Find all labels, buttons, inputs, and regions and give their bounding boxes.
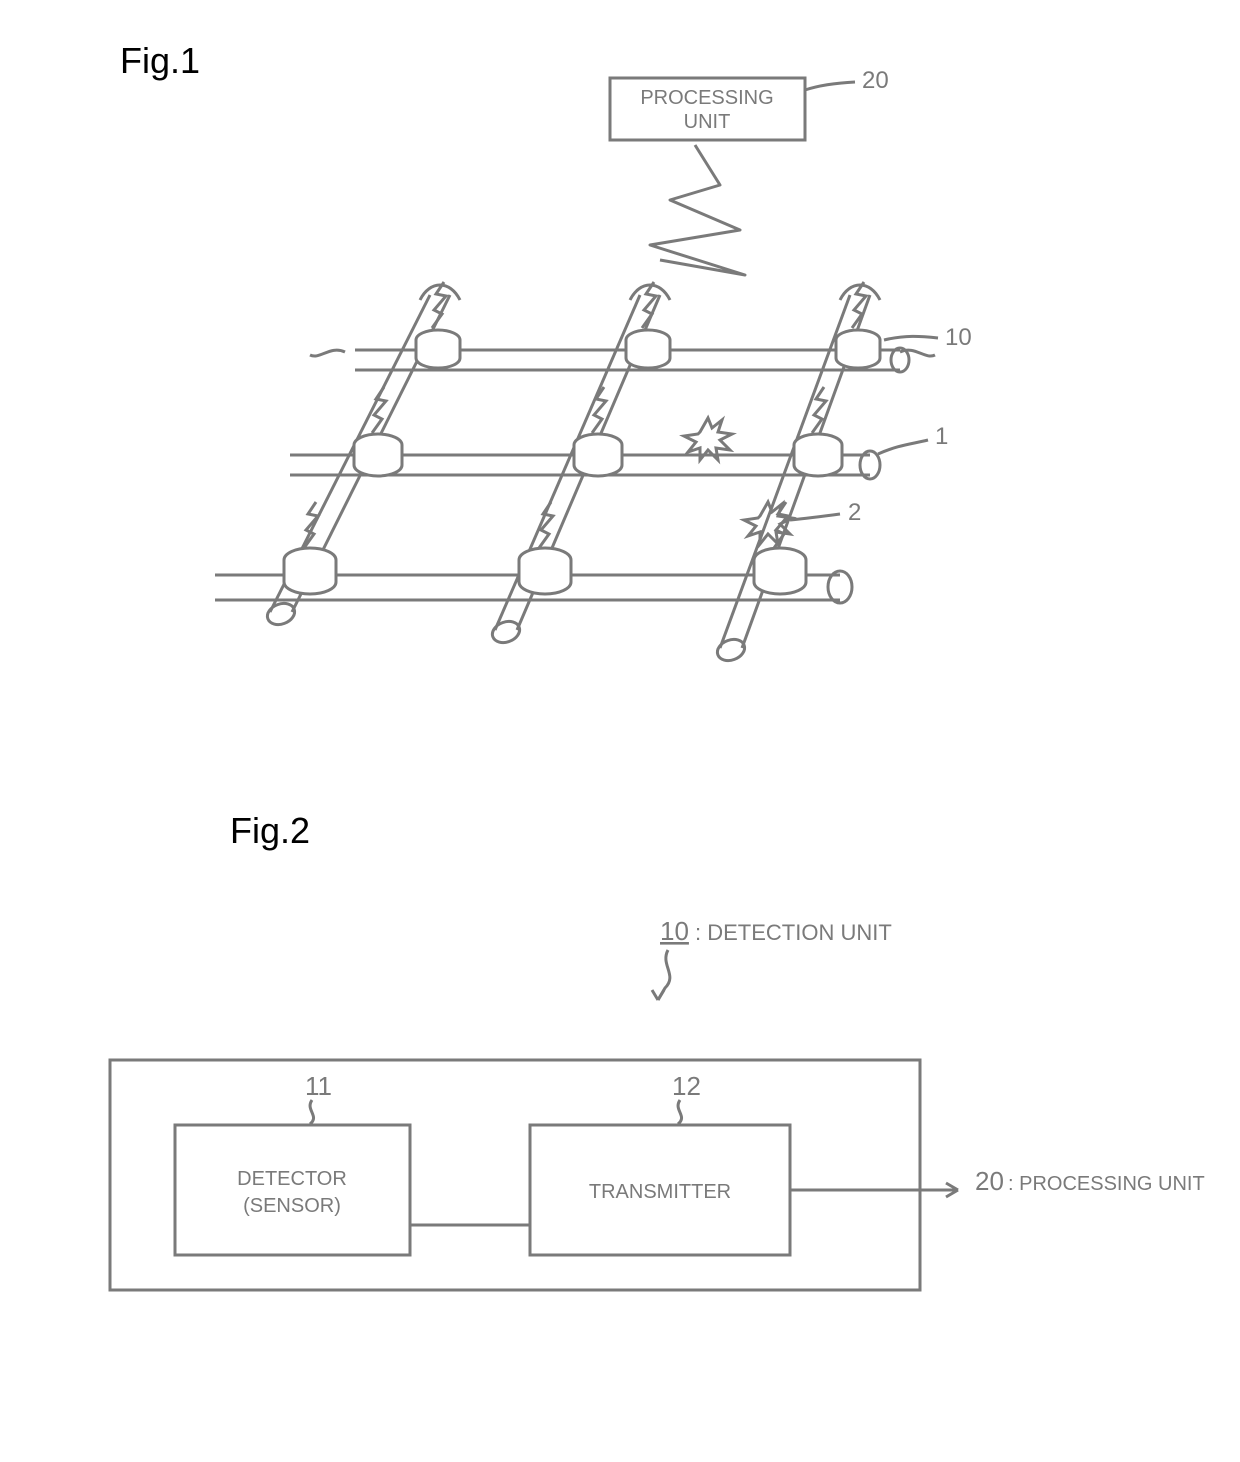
out-text: : PROCESSING UNIT xyxy=(1008,1173,1205,1195)
leader-12 xyxy=(678,1100,682,1124)
ref-2: 2 xyxy=(848,499,861,526)
burst-icon xyxy=(744,502,792,544)
detector-label1: DETECTOR xyxy=(237,1168,347,1190)
leader-11 xyxy=(310,1100,314,1124)
leak-bursts xyxy=(684,418,792,544)
diagram-svg: PROCESSING UNIT 20 xyxy=(0,0,1240,1462)
detection-units xyxy=(284,282,880,594)
ref-11: 11 xyxy=(305,1071,332,1101)
leader-20 xyxy=(805,82,855,90)
transmitter-label: TRANSMITTER xyxy=(589,1181,731,1203)
detector-label2: (SENSOR) xyxy=(243,1195,341,1217)
fig2-title-num: 10 xyxy=(660,916,689,946)
out-num: 20 xyxy=(975,1166,1004,1196)
sensor-node xyxy=(284,502,336,594)
processing-unit-label2: UNIT xyxy=(684,111,731,133)
ref-20: 20 xyxy=(862,67,889,94)
ref-12: 12 xyxy=(672,1071,701,1101)
fig2-group: 10 : DETECTION UNIT DETECTOR (SENSOR) 11… xyxy=(110,916,1205,1290)
processing-unit-label1: PROCESSING xyxy=(640,87,773,109)
detector-box xyxy=(175,1125,410,1255)
fig1-group: PROCESSING UNIT 20 xyxy=(215,67,972,664)
leader-2 xyxy=(790,514,840,520)
fig2-title-text: : DETECTION UNIT xyxy=(695,920,892,945)
sensor-node xyxy=(519,502,571,594)
leader-10 xyxy=(884,336,938,340)
page: Fig.1 Fig.2 PROCESSING UNIT 20 xyxy=(0,0,1240,1462)
wireless-bolt-main xyxy=(650,145,745,275)
ref-10: 10 xyxy=(945,324,972,351)
leader-1 xyxy=(878,440,928,454)
arrowhead-title xyxy=(652,990,664,1000)
ref-1: 1 xyxy=(935,423,948,450)
